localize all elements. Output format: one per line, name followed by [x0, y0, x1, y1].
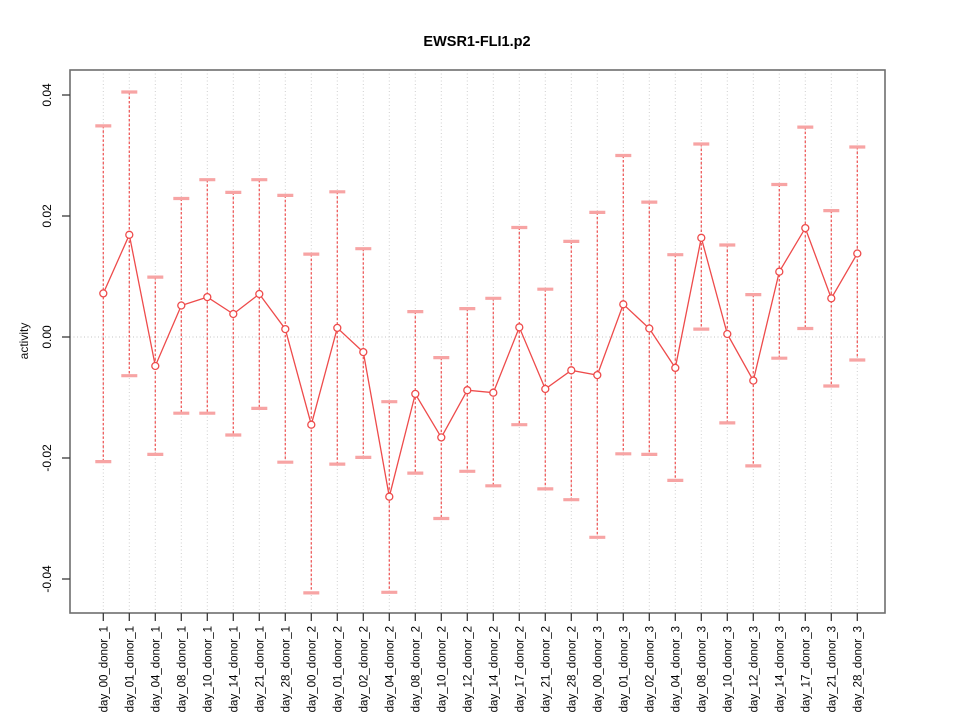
svg-text:day_28_donor_2: day_28_donor_2 [566, 626, 578, 712]
x-gridlines [102, 70, 858, 613]
data-point [359, 347, 368, 357]
svg-text:day_21_donor_3: day_21_donor_3 [826, 626, 838, 712]
svg-text:day_28_donor_1: day_28_donor_1 [280, 626, 292, 712]
data-point [489, 388, 498, 397]
series-line [102, 226, 858, 497]
svg-text:day_12_donor_2: day_12_donor_2 [462, 626, 474, 712]
svg-text:day_12_donor_3: day_12_donor_3 [748, 626, 760, 712]
data-point [827, 294, 836, 303]
svg-text:day_04_donor_2: day_04_donor_2 [384, 626, 396, 712]
svg-text:day_02_donor_2: day_02_donor_2 [358, 626, 370, 712]
svg-text:day_08_donor_1: day_08_donor_1 [176, 626, 188, 712]
data-point [853, 249, 862, 258]
error-bar-caps [95, 90, 866, 595]
y-tick-labels: 0.04 0.02 0.00 -0.02 -0.04 [40, 83, 54, 593]
svg-text:0.04: 0.04 [40, 83, 54, 107]
data-point [411, 389, 420, 399]
svg-text:day_01_donor_1: day_01_donor_1 [124, 626, 136, 712]
svg-text:day_14_donor_3: day_14_donor_3 [774, 626, 786, 712]
data-point [567, 366, 576, 375]
data-point [99, 289, 108, 298]
svg-text:day_14_donor_1: day_14_donor_1 [228, 626, 240, 712]
data-point [515, 323, 524, 332]
data-point [619, 300, 628, 309]
svg-text:day_10_donor_3: day_10_donor_3 [722, 626, 734, 712]
data-point [645, 324, 654, 333]
data-point [151, 361, 160, 371]
data-point [723, 329, 732, 339]
data-point [463, 386, 472, 395]
svg-text:-0.02: -0.02 [40, 444, 54, 472]
data-point [775, 267, 784, 276]
data-point [307, 420, 316, 429]
svg-text:day_08_donor_3: day_08_donor_3 [696, 626, 708, 712]
data-point [203, 292, 212, 302]
svg-text:0.02: 0.02 [40, 204, 54, 228]
svg-text:day_10_donor_1: day_10_donor_1 [202, 626, 214, 712]
svg-text:day_17_donor_2: day_17_donor_2 [514, 626, 526, 712]
chart-title: EWSR1-FLI1.p2 [423, 34, 530, 50]
svg-text:0.00: 0.00 [40, 325, 54, 349]
data-points [99, 223, 862, 501]
data-point [333, 323, 342, 333]
svg-text:day_14_donor_2: day_14_donor_2 [488, 626, 500, 712]
data-point [229, 309, 238, 319]
data-point [177, 301, 186, 310]
data-point [437, 433, 446, 442]
data-point [697, 233, 706, 242]
data-point [749, 376, 758, 385]
svg-text:day_00_donor_3: day_00_donor_3 [592, 626, 604, 712]
data-point [541, 384, 550, 394]
plot-border [69, 69, 886, 614]
svg-text:day_21_donor_1: day_21_donor_1 [254, 626, 266, 712]
x-axis-ticks [102, 613, 858, 621]
y-axis-ticks [62, 94, 70, 580]
svg-text:day_08_donor_2: day_08_donor_2 [410, 626, 422, 712]
data-point [593, 370, 602, 380]
data-point [671, 363, 680, 373]
x-tick-labels: day_00_donor_1 day_01_donor_1 day_04_donor… [98, 626, 864, 712]
svg-text:day_04_donor_1: day_04_donor_1 [150, 626, 162, 712]
data-point [385, 492, 394, 501]
data-point [125, 230, 134, 239]
svg-text:day_02_donor_3: day_02_donor_3 [644, 626, 656, 712]
data-point [281, 324, 290, 334]
svg-text:day_10_donor_2: day_10_donor_2 [436, 626, 448, 712]
error-bars [102, 92, 858, 593]
svg-text:day_01_donor_2: day_01_donor_2 [332, 626, 344, 712]
svg-text:day_28_donor_3: day_28_donor_3 [852, 626, 864, 712]
chart-layer: day_00_donor_1 day_01_donor_1 day_04_donor… [40, 69, 886, 712]
svg-text:day_17_donor_3: day_17_donor_3 [800, 626, 812, 712]
data-point [255, 289, 264, 299]
svg-text:day_00_donor_1: day_00_donor_1 [98, 626, 110, 712]
y-axis-label: activity [17, 323, 31, 360]
svg-text:day_04_donor_3: day_04_donor_3 [670, 626, 682, 712]
data-point [801, 223, 810, 233]
svg-text:day_21_donor_2: day_21_donor_2 [540, 626, 552, 712]
svg-text:day_00_donor_2: day_00_donor_2 [306, 626, 318, 712]
svg-text:day_01_donor_3: day_01_donor_3 [618, 626, 630, 712]
svg-text:-0.04: -0.04 [40, 565, 54, 593]
